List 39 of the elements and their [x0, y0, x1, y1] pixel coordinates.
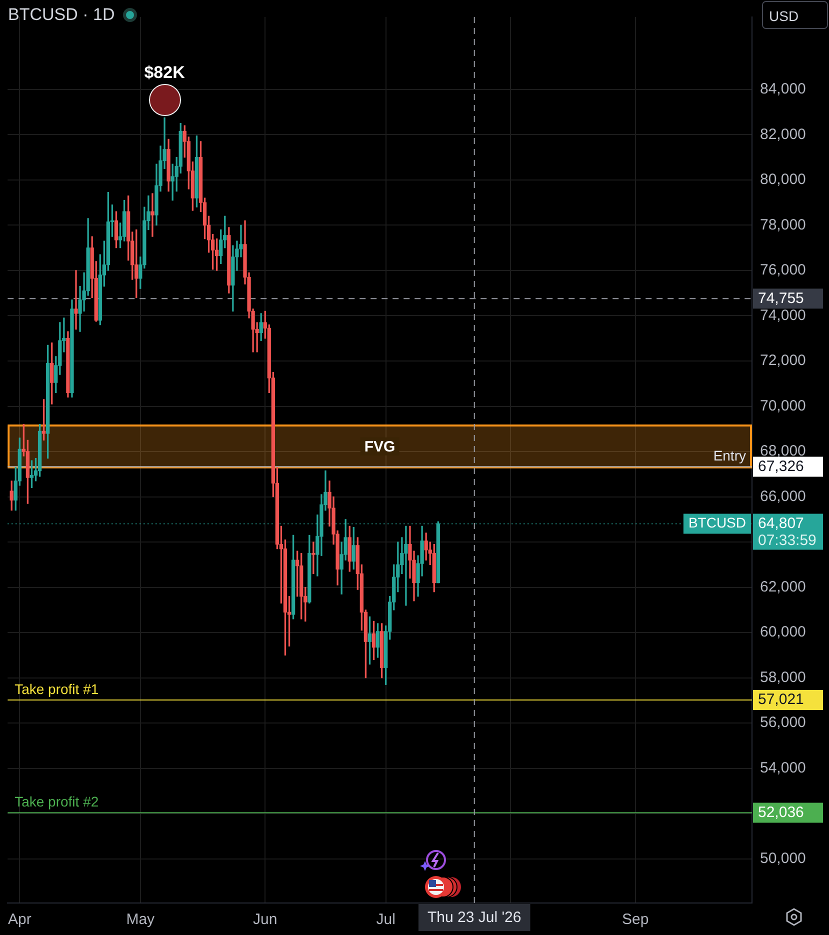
x-tick-label: Jul — [376, 911, 396, 928]
y-tick-label: 70,000 — [760, 397, 806, 414]
band-label: FVG — [364, 438, 396, 456]
x-tick-label: May — [126, 911, 156, 928]
ref-line-label: 57,021 — [758, 691, 804, 708]
x-tick-label: Jun — [253, 911, 278, 928]
text: USD — [762, 1, 828, 29]
y-tick-label: 66,000 — [760, 488, 806, 505]
y-tick-label: 80,000 — [760, 171, 806, 188]
y-tick-label: 62,000 — [760, 578, 806, 596]
annotation: $82K — [144, 62, 186, 82]
y-tick-label: 74,000 — [760, 306, 806, 324]
chart-title: BTCUSD · 1D — [8, 5, 115, 25]
y-tick-label: 72,000 — [760, 352, 806, 370]
y-tick-label: 82,000 — [760, 126, 806, 143]
candlestick — [74, 270, 78, 330]
text: 07:33:59 — [758, 532, 816, 549]
ref-line-label: 64,807 — [758, 514, 804, 532]
ref-line-label: 52,036 — [758, 804, 804, 821]
annotation: Entry — [713, 448, 746, 464]
annotation: Take profit #2 — [14, 794, 99, 810]
y-tick-label: 54,000 — [760, 759, 806, 776]
y-tick-label: 68,000 — [760, 442, 806, 460]
y-tick-label: 76,000 — [760, 262, 806, 279]
y-tick-label: 60,000 — [760, 624, 806, 641]
ref-line-label: 74,755 — [758, 290, 804, 307]
y-tick-label: 78,000 — [760, 216, 806, 234]
y-tick-label: 84,000 — [760, 80, 806, 98]
annotation: Take profit #1 — [14, 680, 99, 697]
y-tick-label: 50,000 — [760, 850, 806, 868]
ref-line-label: Thu 23 Jul '26 — [427, 909, 522, 926]
ref-line-label: 67,326 — [758, 458, 804, 475]
x-tick-label: Apr — [8, 911, 32, 928]
y-tick-label: 56,000 — [760, 714, 806, 732]
annotation: BTCUSD — [688, 514, 746, 531]
x-tick-label: Sep — [622, 911, 649, 928]
y-tick-label: 58,000 — [760, 668, 806, 686]
candlestick — [150, 193, 154, 237]
candlestick — [404, 526, 408, 606]
